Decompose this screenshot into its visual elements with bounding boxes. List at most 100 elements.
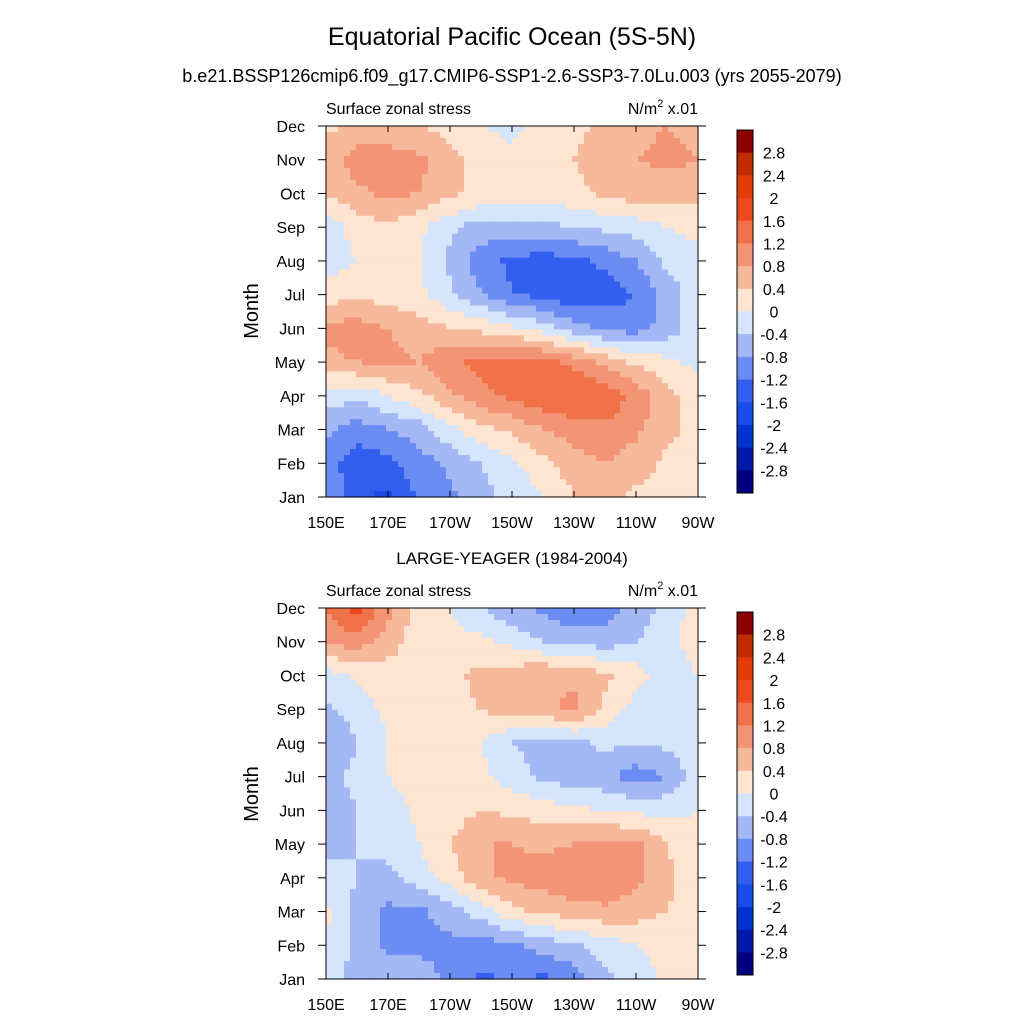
heatmap-cell xyxy=(662,126,669,133)
heatmap-cell xyxy=(440,673,447,681)
heatmap-cell xyxy=(530,323,537,331)
heatmap-cell xyxy=(506,323,513,331)
heatmap-cell xyxy=(566,431,573,438)
heatmap-cell xyxy=(362,185,369,193)
heatmap-cell xyxy=(434,305,441,313)
heatmap-cell xyxy=(680,473,687,480)
heatmap-cell xyxy=(476,655,483,663)
heatmap-cell xyxy=(638,613,645,621)
heatmap-cell xyxy=(644,353,651,360)
heatmap-cell xyxy=(470,365,477,372)
heatmap-cell xyxy=(404,467,411,474)
heatmap-cell xyxy=(566,131,573,139)
heatmap-cell xyxy=(596,667,603,675)
heatmap-cell xyxy=(440,419,447,426)
heatmap-cell xyxy=(566,173,573,181)
heatmap-cell xyxy=(668,239,675,247)
heatmap-cell xyxy=(542,667,549,675)
heatmap-cell xyxy=(614,323,621,331)
heatmap-cell xyxy=(620,697,627,705)
heatmap-cell xyxy=(512,341,519,348)
heatmap-cell xyxy=(686,691,693,699)
heatmap-cell xyxy=(464,257,471,265)
heatmap-cell xyxy=(458,661,465,669)
heatmap-cell xyxy=(692,167,699,175)
heatmap-cell xyxy=(554,155,561,163)
heatmap-cell xyxy=(422,608,429,615)
heatmap-cell xyxy=(464,613,471,621)
heatmap-cell xyxy=(344,155,351,163)
heatmap-cell xyxy=(500,673,507,681)
heatmap-cell xyxy=(404,359,411,366)
heatmap-cell xyxy=(608,317,615,325)
heatmap-cell xyxy=(524,443,531,450)
heatmap-cell xyxy=(440,209,447,217)
heatmap-cell xyxy=(542,131,549,139)
heatmap-cell xyxy=(692,353,699,360)
heatmap-cell xyxy=(620,425,627,432)
colorbar-swatch xyxy=(737,198,753,222)
heatmap-cell xyxy=(584,661,591,669)
heatmap-cell xyxy=(368,667,375,675)
heatmap-cell xyxy=(596,143,603,151)
heatmap-cell xyxy=(512,431,519,438)
heatmap-cell xyxy=(518,155,525,163)
heatmap-cell xyxy=(578,625,585,633)
heatmap-cell xyxy=(404,299,411,307)
heatmap-cell xyxy=(542,365,549,372)
heatmap-cell xyxy=(410,287,417,295)
heatmap-cell xyxy=(500,203,507,211)
heatmap-cell xyxy=(476,197,483,205)
heatmap-cell xyxy=(632,485,639,492)
heatmap-cell xyxy=(494,209,501,217)
heatmap-cell xyxy=(584,287,591,295)
heatmap-cell xyxy=(440,395,447,402)
heatmap-cell xyxy=(632,335,639,343)
heatmap-cell xyxy=(650,203,657,211)
heatmap-cell xyxy=(572,649,579,657)
heatmap-cell xyxy=(458,491,465,498)
heatmap-cell xyxy=(584,203,591,211)
heatmap-cell xyxy=(638,401,645,408)
heatmap-cell xyxy=(446,293,453,301)
heatmap-cell xyxy=(548,353,555,360)
heatmap-cell xyxy=(620,461,627,468)
heatmap-cell xyxy=(398,221,405,229)
heatmap-cell xyxy=(422,431,429,438)
heatmap-cell xyxy=(452,407,459,414)
heatmap-cell xyxy=(560,305,567,313)
heatmap-cell xyxy=(524,691,531,699)
heatmap-cell xyxy=(404,395,411,402)
heatmap-cell xyxy=(368,359,375,366)
heatmap-cell xyxy=(446,673,453,681)
heatmap-cell xyxy=(416,649,423,657)
heatmap-cell xyxy=(668,293,675,301)
heatmap-cell xyxy=(446,697,453,705)
heatmap-cell xyxy=(470,126,477,133)
heatmap-cell xyxy=(326,245,333,253)
heatmap-cell xyxy=(482,377,489,384)
heatmap-cell xyxy=(650,353,657,360)
heatmap-cell xyxy=(632,661,639,669)
heatmap-cell xyxy=(674,613,681,621)
heatmap-cell xyxy=(422,401,429,408)
heatmap-cell xyxy=(470,143,477,151)
heatmap-cell xyxy=(350,703,357,711)
heatmap-cell xyxy=(440,625,447,633)
heatmap-cell xyxy=(458,371,465,378)
heatmap-cell xyxy=(524,419,531,426)
heatmap-cell xyxy=(374,161,381,169)
heatmap-cell xyxy=(638,359,645,366)
heatmap-cell xyxy=(368,209,375,217)
heatmap-cell xyxy=(608,311,615,319)
heatmap-cell xyxy=(368,275,375,283)
heatmap-cell xyxy=(368,443,375,450)
heatmap-cell xyxy=(494,365,501,372)
heatmap-cell xyxy=(506,401,513,408)
heatmap-cell xyxy=(566,667,573,675)
heatmap-cell xyxy=(614,317,621,325)
heatmap-cell xyxy=(494,419,501,426)
heatmap-cell xyxy=(596,643,603,651)
heatmap-cell xyxy=(494,155,501,163)
heatmap-cell xyxy=(404,167,411,175)
